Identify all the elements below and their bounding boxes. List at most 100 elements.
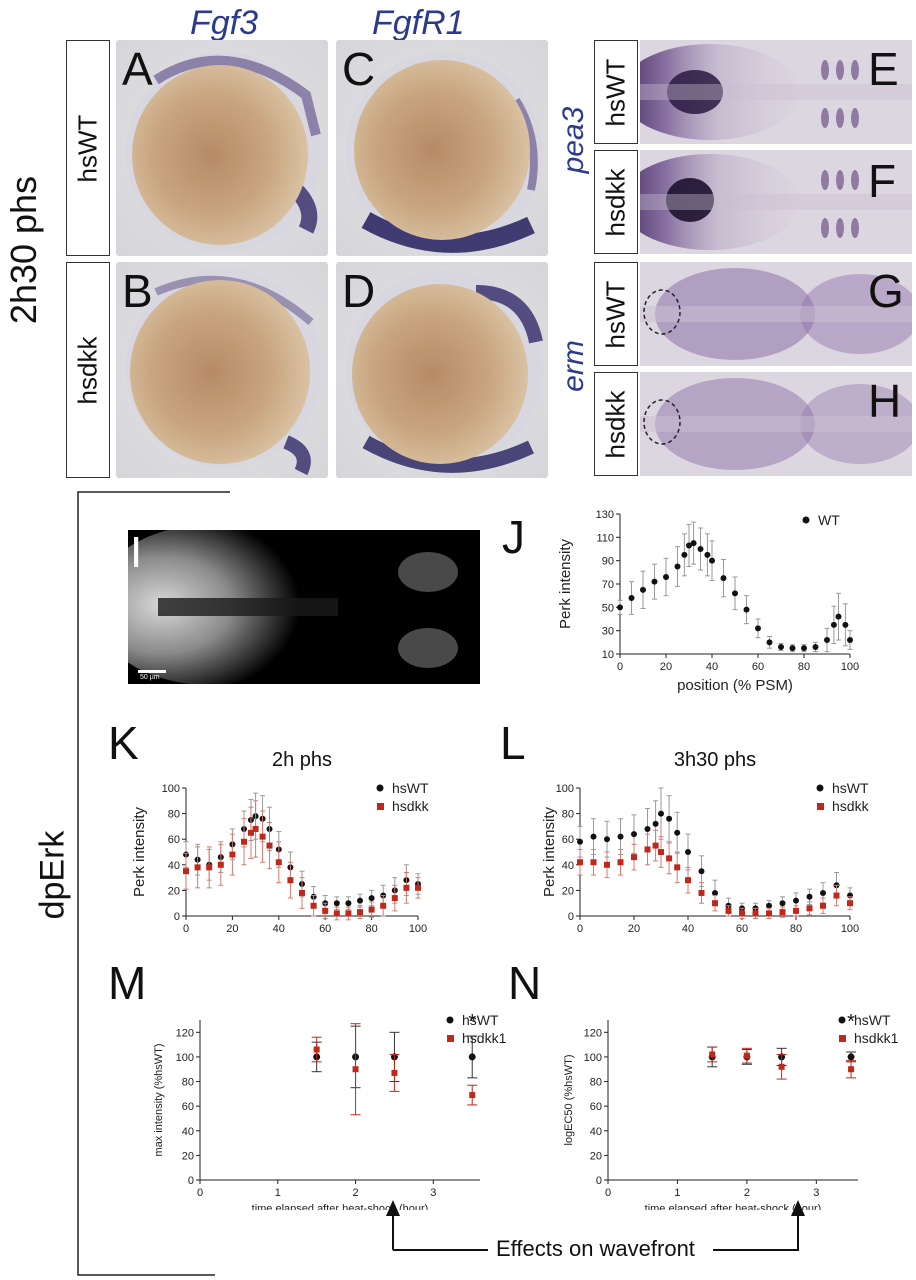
legend-marker	[817, 803, 824, 810]
data-point	[674, 563, 681, 570]
legend-marker	[446, 1016, 454, 1024]
data-point	[766, 910, 772, 917]
data-point	[194, 864, 201, 871]
y-tick-label: 20	[590, 1150, 602, 1162]
genotype-label-hswt-left: hsWT	[66, 40, 110, 256]
data-point	[259, 833, 266, 840]
legend-label: hsWT	[832, 780, 869, 796]
y-tick-label: 0	[596, 1175, 602, 1187]
data-point	[666, 855, 673, 862]
x-tick-label: 60	[752, 661, 764, 673]
y-tick-label: 80	[182, 1077, 194, 1089]
data-point	[848, 1066, 855, 1073]
genotype-label-hswt-g: hsWT	[594, 262, 638, 366]
data-point	[469, 1092, 476, 1099]
data-point	[183, 868, 189, 875]
stain-image-h	[640, 372, 912, 476]
data-point	[690, 540, 697, 547]
data-point	[755, 625, 761, 632]
panel-letter-j: J	[502, 511, 525, 563]
legend-marker	[802, 516, 810, 524]
panel-letter-f: F	[868, 155, 897, 207]
y-tick-label: 30	[602, 626, 614, 638]
data-point	[391, 895, 398, 902]
legend-label: hsdkk	[832, 798, 870, 814]
data-point	[830, 621, 837, 628]
data-point	[275, 859, 282, 866]
data-point	[577, 838, 583, 845]
significance-asterisk: *	[847, 1011, 855, 1033]
y-tick-label: 40	[182, 1126, 194, 1138]
data-point	[766, 639, 773, 646]
data-point	[345, 900, 352, 907]
data-point	[732, 590, 738, 597]
y-tick-label: 0	[568, 911, 574, 923]
data-point	[806, 905, 813, 912]
axes-N	[607, 1020, 858, 1181]
data-point	[352, 1066, 359, 1073]
x-tick-label: 3	[430, 1187, 436, 1199]
y-tick-label: 70	[602, 579, 614, 591]
x-tick-label: 40	[682, 923, 694, 935]
data-point	[833, 892, 840, 899]
x-tick-label: 40	[706, 661, 718, 673]
panel-letter-d: D	[342, 265, 376, 317]
data-point	[368, 906, 375, 913]
x-tick-label: 80	[790, 923, 802, 935]
data-point	[812, 644, 819, 650]
gene-label-erm: erm	[557, 340, 590, 392]
data-point	[617, 859, 624, 866]
legend-label: hsdkk	[392, 798, 430, 814]
data-point	[847, 1053, 855, 1061]
data-point	[847, 637, 853, 643]
x-tick-label: 80	[365, 923, 377, 935]
stain-image-e	[640, 40, 912, 144]
data-point	[266, 842, 273, 849]
data-point	[357, 897, 363, 904]
legend-marker	[377, 803, 384, 810]
x-tick-label: 0	[605, 1187, 611, 1199]
data-point	[313, 1046, 320, 1053]
data-point	[712, 900, 718, 907]
x-axis-label: position (% PSM)	[244, 939, 360, 940]
panel-letter-l: L	[500, 717, 526, 769]
x-tick-label: 0	[197, 1187, 203, 1199]
data-point	[415, 884, 421, 891]
embryo-image-b	[116, 262, 328, 478]
y-tick-label: 130	[596, 509, 614, 521]
data-point	[806, 893, 813, 900]
legend-label: hsWT	[462, 1012, 499, 1028]
embryo-image-c	[336, 40, 548, 256]
legend-label: WT	[818, 512, 840, 528]
data-point	[778, 1063, 785, 1070]
data-point	[403, 884, 410, 891]
x-tick-label: 20	[226, 923, 238, 935]
legend-marker	[838, 1016, 846, 1024]
x-tick-label: 60	[736, 923, 748, 935]
y-tick-label: 100	[176, 1052, 194, 1064]
stain-image-g	[640, 262, 912, 366]
dperk-bracket	[77, 491, 230, 1276]
genotype-label-hsdkk-left: hsdkk	[66, 262, 110, 478]
x-tick-label: 60	[319, 923, 331, 935]
x-tick-label: 0	[617, 661, 623, 673]
data-point	[743, 1052, 750, 1059]
data-point	[206, 864, 213, 871]
data-point	[685, 877, 691, 884]
data-point	[644, 825, 651, 832]
data-point	[617, 833, 624, 840]
x-tick-label: 40	[273, 923, 285, 935]
chart-j: 10 30 50 70 90 110 130 0 20 40 60 80 100 position (% …	[557, 509, 859, 694]
data-point	[779, 909, 786, 916]
data-point	[287, 877, 294, 884]
legend-label: hsWT	[392, 780, 429, 796]
data-point	[333, 910, 340, 917]
data-point	[720, 575, 727, 582]
panel-letter-i: I	[130, 528, 143, 577]
panel-letter-b: B	[122, 265, 153, 317]
chart-title: 3h30 phs	[674, 749, 756, 771]
panel-letter-n: N	[508, 957, 542, 1009]
embryo-image-d	[336, 262, 548, 478]
x-tick-label: 100	[841, 923, 859, 935]
